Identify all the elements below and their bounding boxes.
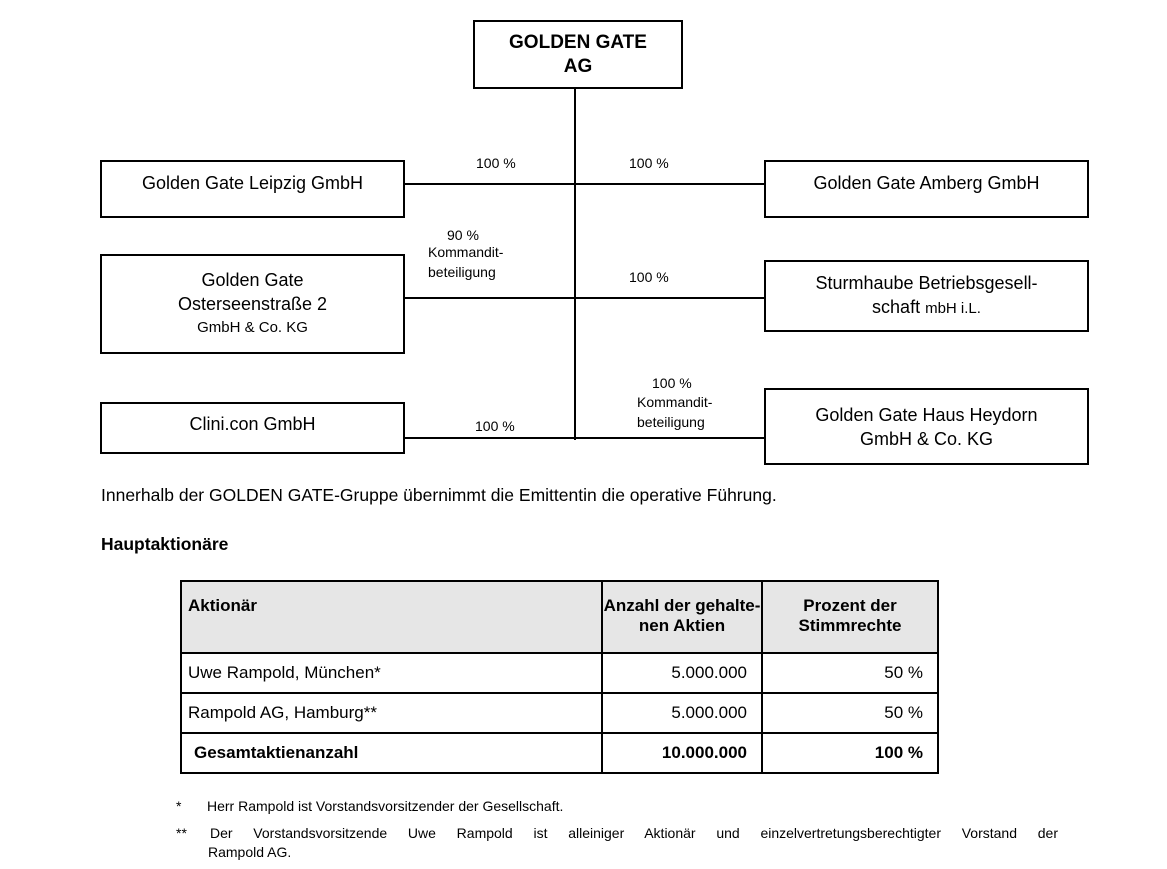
company-name: GmbH & Co. KG xyxy=(197,319,308,336)
company-name: Golden Gate Amberg GmbH xyxy=(813,173,1040,193)
subsidiary-box-osterseen: Golden Gate Osterseenstraße 2 GmbH & Co.… xyxy=(100,254,405,354)
column-header: Anzahl der gehalte-nen Aktien xyxy=(601,580,763,654)
share-label: 100 % xyxy=(629,269,669,285)
table-row: Uwe Rampold, München* 5.000.000 50 % xyxy=(180,652,939,694)
subsidiary-box-clinicon: Clini.con GmbH xyxy=(100,402,405,454)
cell: 50 % xyxy=(761,692,939,734)
company-name: Golden Gate Leipzig GmbH xyxy=(141,173,364,193)
connector-line xyxy=(404,437,765,439)
company-name: Sturmhaube Betriebsgesell- xyxy=(815,273,1038,293)
company-name: GmbH & Co. KG xyxy=(859,428,994,449)
footnote-text: Herr Rampold ist Vorstandsvorsitzender d… xyxy=(207,798,564,814)
table-total-row: Gesamtaktienanzahl 10.000.000 100 % xyxy=(180,732,939,774)
section-heading: Hauptaktionäre xyxy=(101,534,229,554)
cell: Rampold AG, Hamburg** xyxy=(180,692,603,734)
table-row: Rampold AG, Hamburg** 5.000.000 50 % xyxy=(180,692,939,734)
cell: 50 % xyxy=(761,652,939,694)
connector-line xyxy=(404,297,765,299)
cell: 10.000.000 xyxy=(601,732,763,774)
share-note: Kommandit- xyxy=(428,244,504,260)
company-name: Osterseenstraße 2 xyxy=(177,294,328,314)
header-text: nen Aktien xyxy=(638,616,726,635)
company-name: schaft xyxy=(872,297,926,317)
subsidiary-box-amberg: Golden Gate Amberg GmbH xyxy=(764,160,1089,218)
share-note: beteiligung xyxy=(637,414,705,430)
column-header: Aktionär xyxy=(180,580,603,654)
share-label: 90 % xyxy=(447,227,479,243)
cell: 5.000.000 xyxy=(601,692,763,734)
footnote-mark: * xyxy=(176,798,182,814)
share-label: 100 % xyxy=(476,155,516,171)
footnote-mark: ** xyxy=(176,825,187,841)
shareholder-table: Aktionär Anzahl der gehalte-nen Aktien P… xyxy=(180,580,939,774)
company-name: Clini.con GmbH xyxy=(189,414,316,434)
share-note: beteiligung xyxy=(428,264,496,280)
company-name: mbH i.L. xyxy=(925,300,981,317)
parent-name: AG xyxy=(563,55,593,77)
header-text: Anzahl der gehalte- xyxy=(603,596,761,615)
subsidiary-box-leipzig: Golden Gate Leipzig GmbH xyxy=(100,160,405,218)
cell: 5.000.000 xyxy=(601,652,763,694)
parent-name: GOLDEN GATE xyxy=(509,31,647,53)
share-label: 100 % xyxy=(475,418,515,434)
share-label: 100 % xyxy=(652,375,692,391)
share-note: Kommandit- xyxy=(637,394,713,410)
header-text: Stimmrechte xyxy=(798,616,902,635)
cell: Uwe Rampold, München* xyxy=(180,652,603,694)
header-text: Prozent der xyxy=(803,596,897,615)
share-label: 100 % xyxy=(629,155,669,171)
cell: Gesamtaktienanzahl xyxy=(180,732,603,774)
connector-line xyxy=(404,183,765,185)
company-name: Golden Gate xyxy=(201,270,304,290)
body-paragraph: Innerhalb der GOLDEN GATE-Gruppe übernim… xyxy=(101,485,777,505)
connector-line xyxy=(574,88,576,440)
table-header-row: Aktionär Anzahl der gehalte-nen Aktien P… xyxy=(180,580,939,654)
column-header: Prozent der Stimmrechte xyxy=(761,580,939,654)
subsidiary-box-sturmhaube: Sturmhaube Betriebsgesell- schaft mbH i.… xyxy=(764,260,1089,332)
parent-company-box: GOLDEN GATE AG xyxy=(473,20,683,89)
footnote-text: Rampold AG. xyxy=(208,844,292,860)
cell: 100 % xyxy=(761,732,939,774)
footnote-text: Der Vorstandsvorsitzende Uwe Rampold ist… xyxy=(210,825,1058,841)
company-name: Golden Gate Haus Heydorn xyxy=(815,404,1038,425)
subsidiary-box-heydorn: Golden Gate Haus Heydorn GmbH & Co. KG xyxy=(764,388,1089,465)
